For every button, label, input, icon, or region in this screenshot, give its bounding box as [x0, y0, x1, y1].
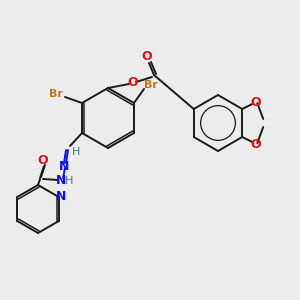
Text: O: O	[38, 154, 48, 166]
Text: H: H	[65, 176, 73, 186]
Text: Br: Br	[49, 89, 63, 99]
Text: O: O	[142, 50, 152, 64]
Text: H: H	[72, 147, 80, 157]
Text: O: O	[250, 95, 261, 109]
Text: N: N	[59, 160, 69, 173]
Text: Br: Br	[144, 80, 158, 90]
Text: O: O	[128, 76, 138, 88]
Text: N: N	[56, 173, 66, 187]
Text: O: O	[250, 137, 261, 151]
Text: N: N	[56, 190, 66, 202]
